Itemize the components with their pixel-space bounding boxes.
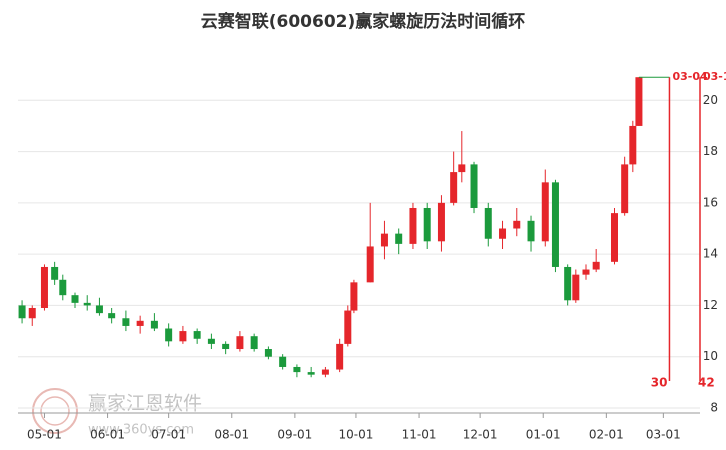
candle-body [108,313,116,319]
candle-body [71,295,79,303]
candle-body [592,261,600,270]
candle-body [564,266,572,301]
x-tick-label: 01-01 [526,428,561,442]
candle-body [582,269,590,275]
candle-body [458,164,466,173]
candle-body [621,164,629,214]
candle-body [437,202,445,242]
x-tick-label: 12-01 [463,428,498,442]
candle-body [136,320,144,326]
chart-title: 云赛智联(600602)赢家螺旋历法时间循环 [201,11,526,32]
y-tick-label: 8 [710,401,718,415]
x-tick-label: 06-01 [90,428,125,442]
candle-body [541,182,549,242]
candle-body [635,77,643,126]
y-tick-label: 14 [703,247,718,261]
candle-body [395,233,403,244]
candle-body [193,331,201,339]
cycle-date: 03-04 [672,70,708,83]
y-tick-label: 16 [703,195,718,209]
x-tick-label: 11-01 [402,428,437,442]
x-tick-label: 05-01 [27,428,62,442]
candle-body [380,233,388,247]
x-tick-label: 07-01 [151,428,186,442]
candle-body [165,328,173,342]
candle-body [59,279,67,296]
candle-body [264,349,272,357]
candle-body [307,372,315,375]
x-tick-label: 09-01 [277,428,312,442]
candle-body [236,336,244,350]
candle-body [551,182,559,267]
candle-body [207,338,215,344]
candle-body [336,343,344,370]
y-tick-label: 18 [703,144,718,158]
candle-body [122,318,130,326]
candle-body [409,207,417,244]
y-tick-label: 20 [703,93,718,107]
candle-body [350,282,358,311]
candle-body [629,125,637,165]
candle-body [51,266,59,280]
candle-body [484,207,492,239]
cycle-count: 42 [698,376,715,390]
candle-body [83,302,91,306]
candle-body [95,305,103,314]
x-tick-label: 08-01 [214,428,249,442]
candle-body [610,213,618,262]
candle-body [150,320,158,329]
cycle-date: 03-19 [703,70,726,83]
candle-body [179,331,187,342]
candle-body [513,220,521,229]
cycle-count: 30 [651,376,668,390]
watermark-logo [32,388,78,434]
candle-body [344,310,352,344]
candle-body [222,343,230,350]
candle-body [499,228,507,239]
candle-body [40,266,48,308]
y-tick-label: 12 [703,298,718,312]
watermark-name: 赢家江恩软件 [88,393,202,415]
candle-body [28,307,36,319]
candle-body [321,369,329,375]
candle-body [572,274,580,301]
candle-body [293,366,301,373]
candle-body [250,336,258,350]
candle-body [527,220,535,242]
candle-body [366,246,374,283]
watermark-url: www.360ys.com [88,423,194,438]
candle-body [450,172,458,203]
x-tick-label: 10-01 [339,428,374,442]
candle-body [18,305,26,319]
x-tick-label: 03-01 [646,428,681,442]
candle-body [470,164,478,208]
candle-body [279,356,287,367]
y-tick-label: 10 [703,349,718,363]
candle-body [423,207,431,242]
x-tick-label: 02-01 [589,428,624,442]
